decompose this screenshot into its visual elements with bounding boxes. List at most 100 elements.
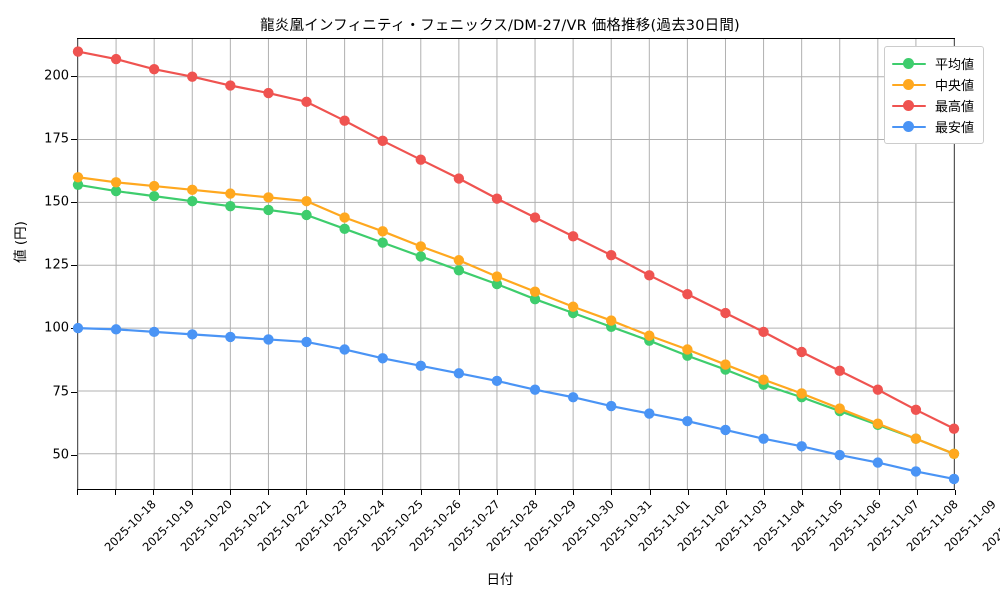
series-marker[interactable] (225, 80, 236, 91)
series-marker[interactable] (453, 368, 465, 379)
series-marker[interactable] (301, 195, 312, 207)
series-marker[interactable] (263, 334, 274, 345)
chart-title: 龍炎凰インフィニティ・フェニックス/DM-27/VR 価格推移(過去30日間) (260, 18, 740, 34)
legend-item[interactable]: 平均値 (891, 53, 974, 74)
series-marker[interactable] (606, 250, 617, 261)
series-marker[interactable] (377, 135, 388, 146)
series-marker[interactable] (910, 433, 922, 444)
series-marker[interactable] (567, 301, 579, 312)
series-marker[interactable] (529, 294, 541, 305)
series-marker[interactable] (948, 473, 960, 485)
series-marker[interactable] (910, 404, 922, 415)
series-marker[interactable] (910, 466, 922, 477)
series-marker[interactable] (758, 326, 769, 338)
series-marker[interactable] (110, 177, 122, 188)
series-marker[interactable] (453, 173, 465, 184)
legend-label: 平均値 (934, 58, 974, 73)
series-marker[interactable] (339, 344, 350, 355)
series-marker[interactable] (491, 375, 503, 387)
series-marker[interactable] (263, 204, 274, 216)
series-marker[interactable] (491, 271, 503, 282)
series-marker[interactable] (187, 71, 198, 82)
series-marker[interactable] (644, 270, 655, 281)
series-marker[interactable] (834, 403, 845, 414)
series-marker[interactable] (567, 392, 579, 403)
series-marker[interactable] (758, 374, 769, 385)
series-marker[interactable] (72, 179, 84, 190)
series-marker[interactable] (872, 418, 884, 429)
series-marker[interactable] (796, 346, 807, 358)
series-marker[interactable] (796, 388, 807, 399)
series-marker[interactable] (453, 255, 465, 266)
series-marker[interactable] (606, 315, 617, 326)
series-marker[interactable] (72, 322, 84, 334)
series-marker[interactable] (72, 46, 84, 57)
series-marker[interactable] (377, 353, 388, 364)
series-marker[interactable] (187, 329, 198, 340)
series-marker[interactable] (148, 63, 160, 75)
series-marker[interactable] (758, 433, 769, 444)
x-tick-mark (496, 490, 498, 495)
series-marker[interactable] (263, 87, 274, 99)
series-marker[interactable] (529, 384, 541, 395)
legend-item[interactable]: 最高値 (891, 95, 974, 116)
x-tick-mark (420, 490, 422, 495)
series-marker[interactable] (377, 226, 388, 237)
legend-item[interactable]: 中央値 (891, 74, 974, 95)
series-marker[interactable] (339, 115, 350, 126)
series-marker[interactable] (567, 231, 579, 242)
series-marker[interactable] (225, 201, 236, 212)
series-marker[interactable] (872, 457, 884, 468)
series-marker[interactable] (872, 384, 884, 395)
legend-item[interactable]: 最安値 (891, 116, 974, 137)
series-marker[interactable] (110, 53, 122, 65)
series-marker[interactable] (491, 193, 503, 204)
series-marker[interactable] (148, 326, 160, 338)
series-marker[interactable] (644, 330, 655, 341)
x-tick-mark (344, 490, 346, 495)
y-tick-label: 100 (44, 320, 69, 336)
series-marker[interactable] (529, 286, 541, 297)
x-tick-mark (458, 490, 460, 495)
series-marker[interactable] (948, 448, 960, 459)
legend-swatch (891, 57, 926, 71)
series-marker[interactable] (148, 190, 160, 202)
y-tick-mark (71, 265, 77, 267)
series-marker[interactable] (187, 184, 198, 196)
series-marker[interactable] (491, 278, 503, 290)
series-marker[interactable] (682, 415, 693, 427)
legend-swatch (891, 99, 926, 113)
series-marker[interactable] (644, 408, 655, 419)
series-marker[interactable] (415, 251, 426, 262)
series-marker[interactable] (72, 172, 84, 183)
series-marker[interactable] (415, 154, 426, 165)
series-marker[interactable] (796, 441, 807, 452)
series-marker[interactable] (377, 237, 388, 248)
series-marker[interactable] (110, 185, 122, 197)
series-marker[interactable] (720, 424, 731, 436)
series-marker[interactable] (339, 223, 350, 234)
series-marker[interactable] (453, 265, 465, 276)
series-marker[interactable] (110, 324, 122, 335)
series-marker[interactable] (415, 360, 426, 371)
series-marker[interactable] (339, 212, 350, 223)
series-marker[interactable] (606, 400, 617, 412)
series-marker[interactable] (301, 96, 312, 108)
series-marker[interactable] (301, 336, 312, 348)
series-marker[interactable] (225, 188, 236, 199)
series-marker[interactable] (720, 359, 731, 370)
x-tick-mark (802, 490, 804, 495)
series-marker[interactable] (225, 331, 236, 343)
series-marker[interactable] (720, 307, 731, 319)
series-marker[interactable] (948, 423, 960, 434)
series-marker[interactable] (187, 195, 198, 207)
series-marker[interactable] (682, 344, 693, 355)
series-marker[interactable] (834, 365, 845, 377)
series-marker[interactable] (682, 288, 693, 300)
series-marker[interactable] (301, 209, 312, 221)
series-marker[interactable] (415, 241, 426, 252)
series-marker[interactable] (529, 212, 541, 223)
series-marker[interactable] (148, 180, 160, 192)
series-marker[interactable] (834, 449, 845, 461)
series-marker[interactable] (263, 192, 274, 203)
